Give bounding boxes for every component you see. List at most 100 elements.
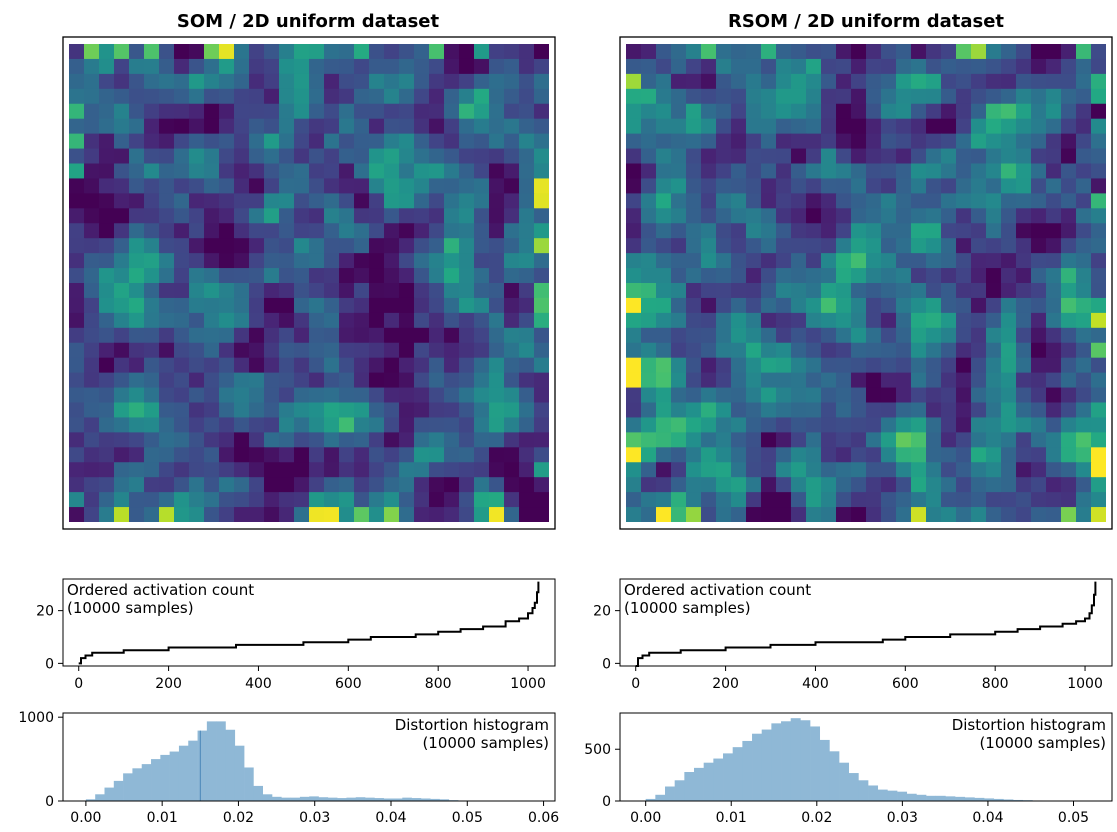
- heatmap-cell: [851, 447, 867, 463]
- heatmap-cell: [926, 268, 942, 284]
- heatmap-cell: [249, 73, 265, 90]
- heatmap-cell: [671, 208, 687, 224]
- heatmap-cell: [384, 342, 400, 359]
- heatmap-cell: [474, 507, 490, 522]
- heatmap-cell: [534, 103, 549, 120]
- heatmap-cell: [474, 118, 490, 135]
- x-tick-label: 1000: [510, 676, 546, 692]
- heatmap-cell: [911, 312, 927, 329]
- histogram-bar: [1013, 799, 1024, 801]
- heatmap-cell: [249, 44, 265, 60]
- heatmap-cell: [459, 163, 475, 180]
- heatmap-cell: [504, 357, 520, 374]
- heatmap-cell: [144, 477, 160, 493]
- heatmap-cell: [851, 118, 867, 135]
- heatmap-cell: [234, 447, 250, 463]
- heatmap-cell: [746, 193, 762, 209]
- heatmap-cell: [716, 223, 732, 239]
- heatmap-cell: [1046, 58, 1062, 75]
- heatmap-cell: [444, 193, 460, 209]
- heatmap-cell: [309, 223, 325, 239]
- heatmap-cell: [489, 477, 505, 493]
- heatmap-cell: [369, 208, 385, 224]
- heatmap-cell: [986, 118, 1002, 135]
- heatmap-cell: [114, 447, 130, 463]
- heatmap-cell: [911, 462, 927, 478]
- histogram-bar: [244, 767, 254, 801]
- heatmap-cell: [99, 103, 115, 120]
- heatmap-cell: [279, 297, 295, 314]
- heatmap-cell: [641, 163, 657, 180]
- heatmap-cell: [776, 223, 792, 239]
- heatmap-cell: [956, 58, 972, 75]
- heatmap-cell: [911, 88, 927, 105]
- heatmap-cell: [414, 44, 430, 60]
- heatmap-cell: [941, 342, 957, 359]
- heatmap-cell: [354, 223, 370, 239]
- heatmap-cell: [519, 462, 535, 478]
- heatmap-cell: [264, 133, 280, 150]
- heatmap-cell: [1016, 342, 1032, 359]
- heatmap-cell: [956, 417, 972, 433]
- heatmap-cell: [1031, 432, 1047, 448]
- heatmap-cell: [761, 477, 777, 493]
- heatmap-cell: [701, 88, 717, 105]
- heatmap-cell: [821, 238, 837, 254]
- heatmap-cell: [444, 507, 460, 522]
- heatmap-cell: [159, 253, 175, 269]
- heatmap-cell: [1031, 268, 1047, 284]
- heatmap-cell: [324, 357, 340, 374]
- heatmap-cell: [701, 103, 717, 120]
- heatmap-cell: [444, 312, 460, 329]
- heatmap-cell: [1091, 163, 1106, 180]
- heatmap-cell: [641, 133, 657, 150]
- heatmap-cell: [84, 163, 100, 180]
- heatmap-cell: [264, 462, 280, 478]
- heatmap-cell: [534, 283, 549, 299]
- heatmap-cell: [384, 148, 400, 165]
- heatmap-cell: [986, 357, 1002, 374]
- heatmap-cell: [144, 387, 160, 404]
- heatmap-cell: [686, 357, 702, 374]
- heatmap-cell: [444, 417, 460, 433]
- heatmap-cell: [1076, 492, 1092, 508]
- heatmap-cell: [971, 462, 987, 478]
- heatmap-cell: [881, 208, 897, 224]
- heatmap-cell: [626, 492, 642, 508]
- heatmap-cell: [1031, 58, 1047, 75]
- heatmap-cell: [701, 372, 717, 389]
- heatmap-cell: [1061, 268, 1077, 284]
- heatmap-cell: [234, 432, 250, 448]
- heatmap-cell: [896, 432, 912, 448]
- heatmap-cell: [399, 447, 415, 463]
- heatmap-cell: [866, 193, 882, 209]
- heatmap-cell: [414, 148, 430, 165]
- heatmap-cell: [956, 73, 972, 90]
- heatmap-cell: [911, 133, 927, 150]
- heatmap-cell: [489, 163, 505, 180]
- heatmap-cell: [911, 417, 927, 433]
- heatmap-cell: [69, 372, 85, 389]
- heatmap-cell: [324, 133, 340, 150]
- heatmap-cell: [1031, 148, 1047, 165]
- heatmap-cell: [339, 447, 355, 463]
- heatmap-cell: [701, 357, 717, 374]
- heatmap-cell: [1016, 223, 1032, 239]
- heatmap-cell: [896, 118, 912, 135]
- heatmap-cell: [836, 297, 852, 314]
- heatmap-cell: [399, 372, 415, 389]
- heatmap-cell: [504, 253, 520, 269]
- heatmap-cell: [626, 342, 642, 359]
- heatmap-cell: [444, 447, 460, 463]
- heatmap-cell: [1001, 327, 1017, 344]
- heatmap-cell: [971, 432, 987, 448]
- heatmap-cell: [716, 193, 732, 209]
- heatmap-cell: [641, 58, 657, 75]
- heatmap-cell: [1061, 357, 1077, 374]
- heatmap-cell: [249, 507, 265, 522]
- heatmap-cell: [806, 44, 822, 60]
- heatmap-cell: [746, 163, 762, 180]
- heatmap-cell: [1076, 88, 1092, 105]
- heatmap-cell: [731, 327, 747, 344]
- heatmap-cell: [174, 387, 190, 404]
